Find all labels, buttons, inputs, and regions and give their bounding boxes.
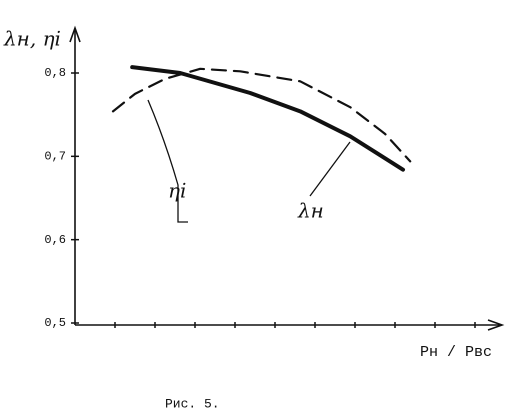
caption: Рис. 5. xyxy=(165,396,220,411)
y-axis-label: λн, ηi xyxy=(3,27,61,51)
x-axis-label: Pн / Pвс xyxy=(420,344,492,361)
eta-leader xyxy=(147,99,188,223)
axes xyxy=(69,25,505,331)
y-tick-label: 0,6 xyxy=(44,233,66,247)
y-arrow xyxy=(69,25,81,43)
y-tick-label: 0,7 xyxy=(44,150,66,164)
series-line xyxy=(130,65,405,172)
series-line xyxy=(111,67,412,163)
x-arrow xyxy=(487,319,505,331)
leaders xyxy=(147,99,351,223)
y-tick-label: 0,5 xyxy=(44,316,66,330)
lambda-leader xyxy=(309,141,351,197)
y-tick-label: 0,8 xyxy=(44,66,66,80)
series-label: λн xyxy=(297,199,324,223)
series-label: ηi xyxy=(168,179,186,203)
